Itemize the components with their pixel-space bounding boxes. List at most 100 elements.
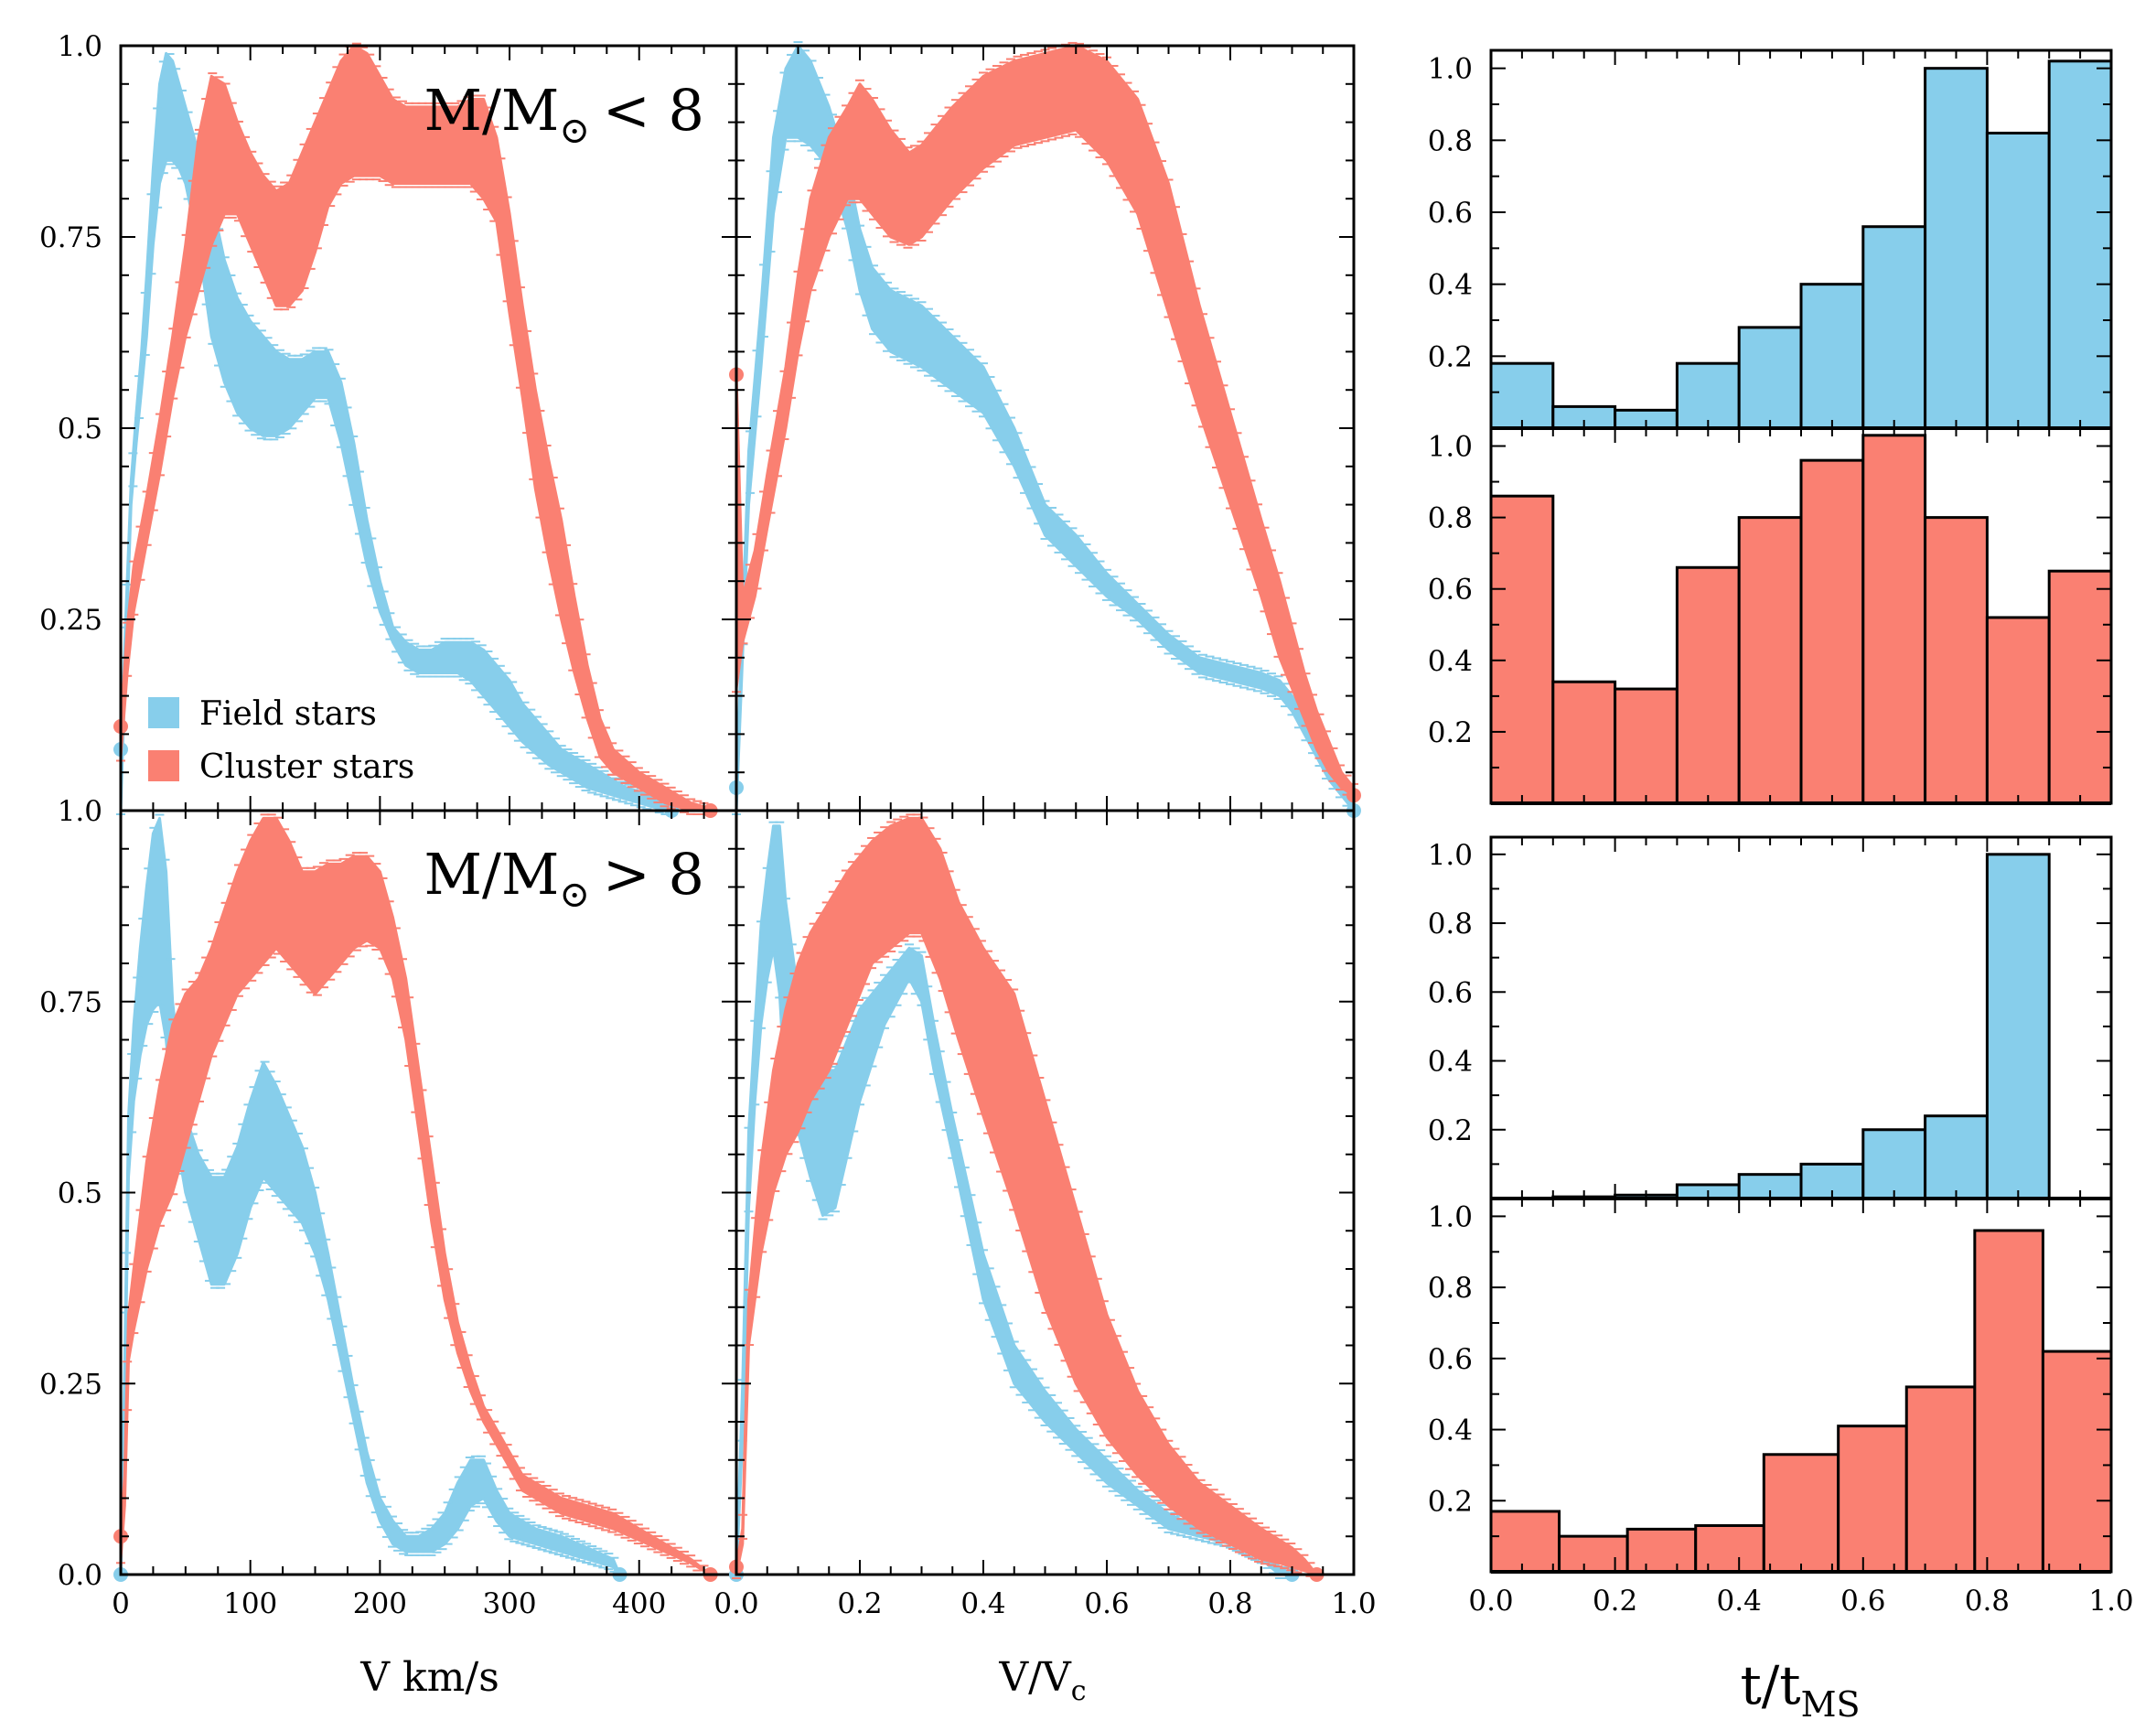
histogram-bar — [1924, 516, 1989, 805]
histogram-bar — [2041, 1349, 2113, 1574]
histogram-bar — [1861, 225, 1927, 430]
histogram-bar — [1762, 1453, 1840, 1574]
legend-swatch-field — [148, 697, 179, 728]
x-axis-title-main: t/t — [1740, 1654, 1800, 1716]
mass-range-label: M/M⊙ < 8 — [424, 77, 704, 152]
x-tick-label: 400 — [612, 1587, 666, 1620]
line-panel-1 — [729, 41, 1361, 818]
y-tick-label: 0.2 — [1428, 1114, 1473, 1147]
x-tick-label: 0.2 — [837, 1587, 882, 1620]
y-tick-label: 0.2 — [1428, 1485, 1473, 1518]
histogram-bar — [1489, 1510, 1561, 1574]
y-tick-label: 0.75 — [39, 221, 102, 254]
y-tick-label: 0.5 — [58, 413, 102, 446]
y-tick-label: 0.8 — [1428, 502, 1473, 535]
x-tick-label: 100 — [223, 1587, 277, 1620]
y-tick-label: 0.4 — [1428, 269, 1473, 302]
y-tick-label: 0.4 — [1428, 1414, 1473, 1447]
x-tick-label: 200 — [353, 1587, 407, 1620]
histogram-bar — [1737, 516, 1803, 805]
histogram-panel-0 — [1489, 48, 2113, 430]
histogram-bar — [1985, 616, 2051, 805]
histogram-panel-2 — [1489, 835, 2113, 1200]
x-tick-label: 0.8 — [1207, 1587, 1252, 1620]
histogram-bar — [1985, 853, 2051, 1200]
sun-symbol: ⊙ — [559, 110, 590, 152]
y-tick-label: 0.2 — [1428, 716, 1473, 749]
histogram-bar — [2047, 569, 2113, 805]
y-tick-label: 0.2 — [1428, 340, 1473, 373]
legend-label-cluster: Cluster stars — [199, 748, 414, 786]
y-tick-label: 1.0 — [58, 795, 102, 828]
y-tick-label: 0.8 — [1428, 908, 1473, 941]
line-panel-3 — [729, 809, 1356, 1582]
y-tick-label: 0.6 — [1428, 574, 1473, 607]
histogram-bar — [2047, 59, 2113, 430]
histogram-bar — [1904, 1385, 1977, 1574]
histogram-panel-3 — [1489, 1197, 2113, 1574]
x-axis-title: V km/s — [359, 1654, 499, 1701]
histogram-bar — [1558, 1534, 1629, 1574]
y-tick-label: 1.0 — [1428, 431, 1473, 464]
sun-symbol: ⊙ — [559, 874, 590, 916]
mass-label-prefix: M/M — [424, 841, 560, 908]
histogram-bar — [1799, 458, 1865, 805]
y-tick-label: 1.0 — [1428, 53, 1473, 86]
legend-label-field: Field stars — [199, 695, 377, 733]
histogram-bar — [1614, 687, 1679, 805]
x-tick-label: 1.0 — [2088, 1585, 2133, 1618]
y-tick-label: 0.0 — [58, 1559, 102, 1592]
y-tick-label: 0.6 — [1428, 1343, 1473, 1376]
mass-label-prefix: M/M — [424, 77, 560, 144]
x-tick-label: 0.0 — [1468, 1585, 1513, 1618]
y-tick-label: 0.25 — [39, 604, 102, 637]
x-tick-label: 1.0 — [1331, 1587, 1376, 1620]
histogram-bar — [1737, 326, 1803, 430]
line-panel-2 — [113, 809, 738, 1582]
histogram-bar — [1924, 67, 1989, 430]
y-tick-label: 0.25 — [39, 1368, 102, 1401]
x-axis-title-sub: c — [1071, 1675, 1087, 1707]
x-axis-title-main: V/V — [998, 1654, 1072, 1701]
x-axis-title-sub: MS — [1801, 1684, 1861, 1725]
mass-range-label: M/M⊙ > 8 — [424, 841, 704, 916]
x-tick-label: 0.0 — [713, 1587, 758, 1620]
mass-label-op: < 8 — [603, 77, 704, 144]
x-tick-label: 0.8 — [1965, 1585, 2010, 1618]
histogram-bar — [1694, 1523, 1765, 1574]
y-tick-label: 0.6 — [1428, 976, 1473, 1009]
y-tick-label: 0.4 — [1428, 1046, 1473, 1079]
histogram-panel-1 — [1489, 426, 2113, 805]
x-tick-label: 0.4 — [1717, 1585, 1762, 1618]
histogram-bar — [1489, 494, 1555, 805]
y-tick-label: 1.0 — [58, 30, 102, 63]
y-tick-label: 0.8 — [1428, 1272, 1473, 1305]
histogram-bar — [1837, 1425, 1908, 1574]
x-tick-label: 0.6 — [1840, 1585, 1885, 1618]
y-tick-label: 0.5 — [58, 1177, 102, 1210]
histogram-bar — [1861, 1128, 1927, 1200]
y-tick-label: 0.8 — [1428, 124, 1473, 157]
histogram-bar — [1551, 680, 1617, 805]
x-axis-title: V/Vc — [998, 1654, 1086, 1707]
y-tick-label: 0.75 — [39, 986, 102, 1019]
y-tick-label: 1.0 — [1428, 1200, 1473, 1233]
x-tick-label: 0.2 — [1593, 1585, 1637, 1618]
x-tick-label: 300 — [482, 1587, 536, 1620]
histogram-bar — [1861, 434, 1927, 805]
x-axis-title: t/tMS — [1740, 1654, 1860, 1725]
legend-swatch-cluster — [148, 750, 179, 781]
histogram-bar — [1489, 361, 1555, 430]
histogram-bar — [1799, 283, 1865, 430]
x-tick-label: 0 — [112, 1587, 130, 1620]
x-tick-label: 0.6 — [1084, 1587, 1129, 1620]
histogram-bar — [1675, 361, 1741, 430]
x-tick-label: 0.4 — [960, 1587, 1005, 1620]
histogram-bar — [1625, 1527, 1698, 1574]
y-tick-label: 0.4 — [1428, 645, 1473, 678]
mass-label-op: > 8 — [603, 841, 704, 908]
y-tick-label: 1.0 — [1428, 839, 1473, 872]
histogram-bar — [1924, 1114, 1989, 1200]
histogram-bar — [1985, 131, 2051, 430]
